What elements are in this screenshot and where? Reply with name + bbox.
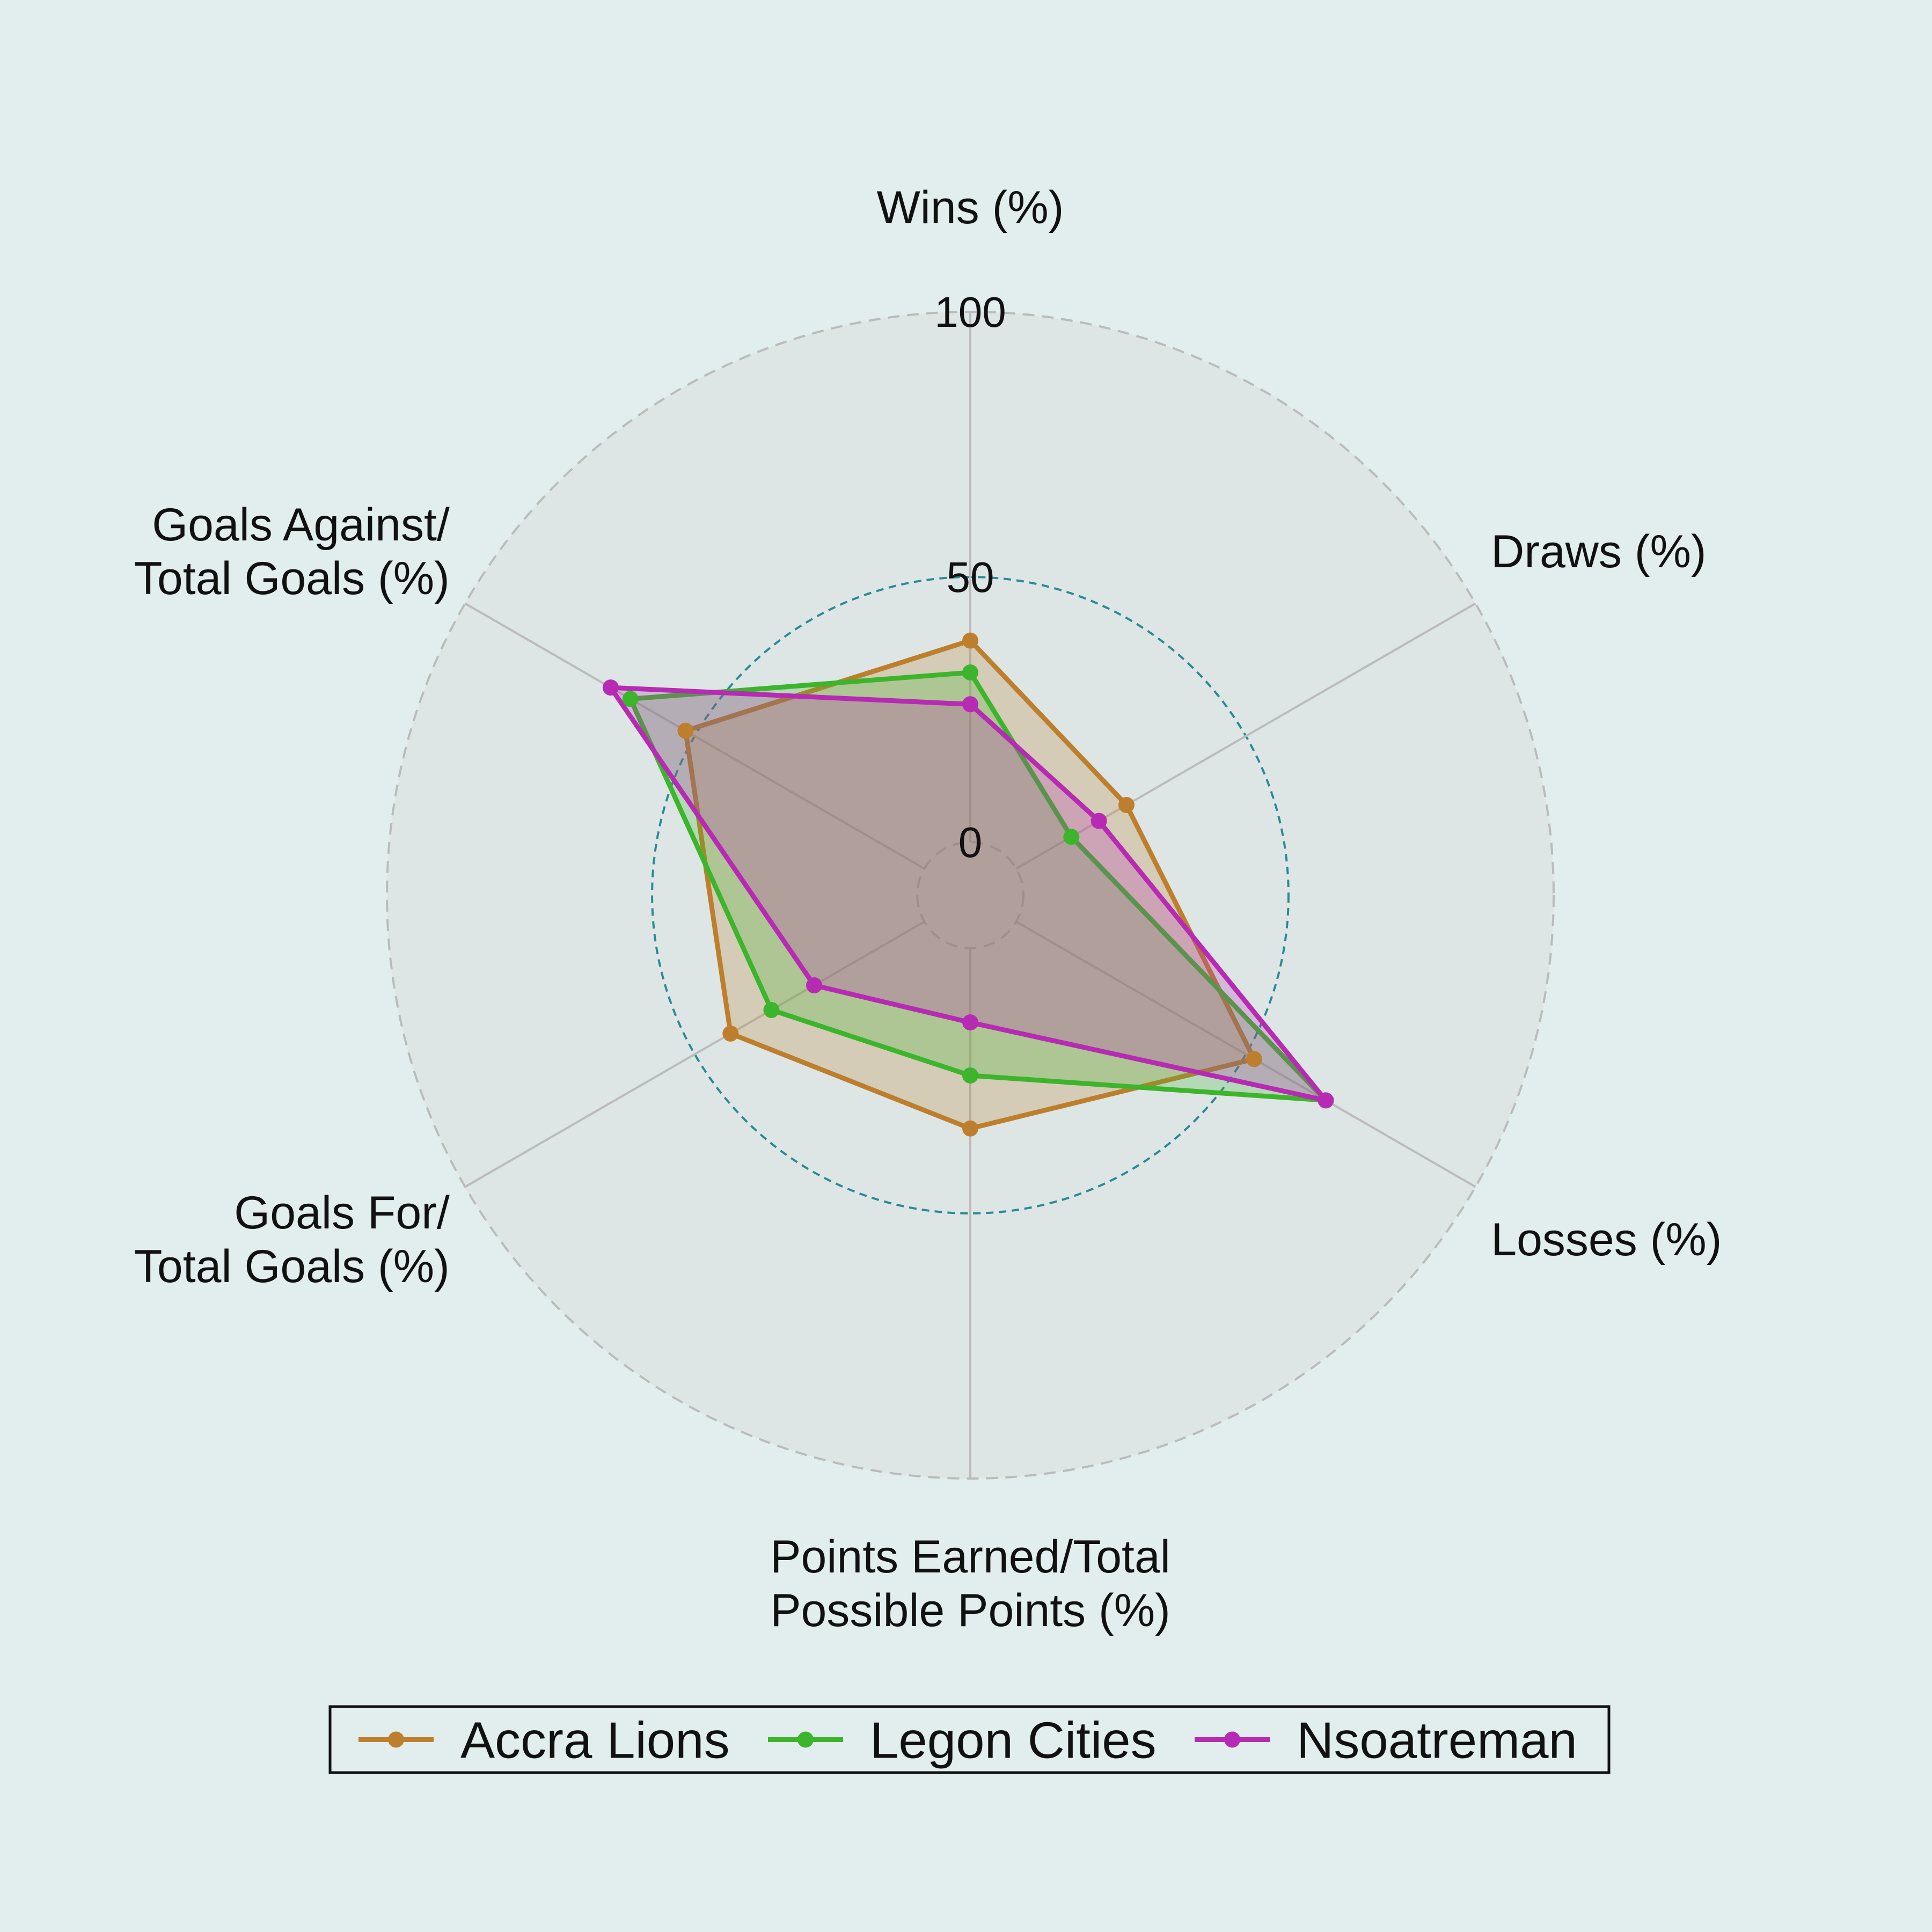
- series-point-legon-cities: [962, 664, 978, 680]
- radar-spoke: [464, 920, 925, 1188]
- legend-box: [328, 1705, 1611, 1774]
- series-point-nsoatreman: [806, 977, 823, 993]
- series-fill-nsoatreman: [610, 687, 1326, 1101]
- radar-spoke: [464, 602, 925, 870]
- series-point-nsoatreman: [962, 696, 978, 713]
- legend-label-accra-lions: Accra Lions: [460, 1712, 730, 1769]
- radial-tick-label: 50: [947, 553, 994, 601]
- series-point-accra-lions: [962, 1120, 978, 1137]
- legend-label-legon-cities: Legon Cities: [870, 1712, 1157, 1769]
- axis-label: Possible Points (%): [770, 1585, 1170, 1636]
- series-point-accra-lions: [722, 1025, 739, 1042]
- radial-tick-label: 0: [958, 818, 983, 866]
- radial-tick-label: 100: [934, 288, 1006, 336]
- series-point-nsoatreman: [1318, 1092, 1334, 1109]
- radar-series: [602, 632, 1334, 1137]
- legend-swatch-marker-accra-lions: [388, 1731, 404, 1748]
- series-point-accra-lions: [1118, 797, 1135, 814]
- series-point-legon-cities: [1063, 829, 1080, 845]
- series-point-nsoatreman: [962, 1014, 978, 1031]
- axis-label: Total Goals (%): [134, 1241, 450, 1292]
- axis-label: Losses (%): [1491, 1214, 1722, 1265]
- axis-label: Total Goals (%): [134, 553, 450, 604]
- legend-label-nsoatreman: Nsoatreman: [1297, 1712, 1577, 1769]
- series-fill-legon-cities: [630, 672, 1326, 1101]
- radar-labels: 0 50 100 Wins (%) Draws (%) Losses (%) Points …: [134, 182, 1722, 1636]
- series-point-legon-cities: [622, 691, 639, 707]
- series-point-nsoatreman: [602, 679, 619, 696]
- legend: Accra Lions Legon Cities Nsoatreman: [328, 1705, 1611, 1774]
- axis-label: Goals For/: [234, 1187, 450, 1239]
- series-point-accra-lions: [962, 632, 978, 649]
- legend-swatch-marker-legon-cities: [797, 1731, 814, 1748]
- axis-label: Points Earned/Total: [770, 1531, 1170, 1583]
- series-point-legon-cities: [962, 1067, 978, 1084]
- series-fill-accra-lions: [685, 640, 1254, 1129]
- series-point-accra-lions: [1246, 1051, 1262, 1067]
- axis-label: Wins (%): [877, 182, 1064, 233]
- legend-swatch-marker-nsoatreman: [1224, 1731, 1240, 1748]
- radar-spoke: [1015, 920, 1476, 1188]
- series-point-nsoatreman: [1091, 813, 1107, 829]
- axis-label: Draws (%): [1491, 526, 1706, 577]
- series-point-legon-cities: [763, 1001, 780, 1018]
- axis-label: Goals Against/: [152, 499, 450, 551]
- series-point-accra-lions: [677, 722, 694, 739]
- radar-ring-0: [916, 841, 1024, 949]
